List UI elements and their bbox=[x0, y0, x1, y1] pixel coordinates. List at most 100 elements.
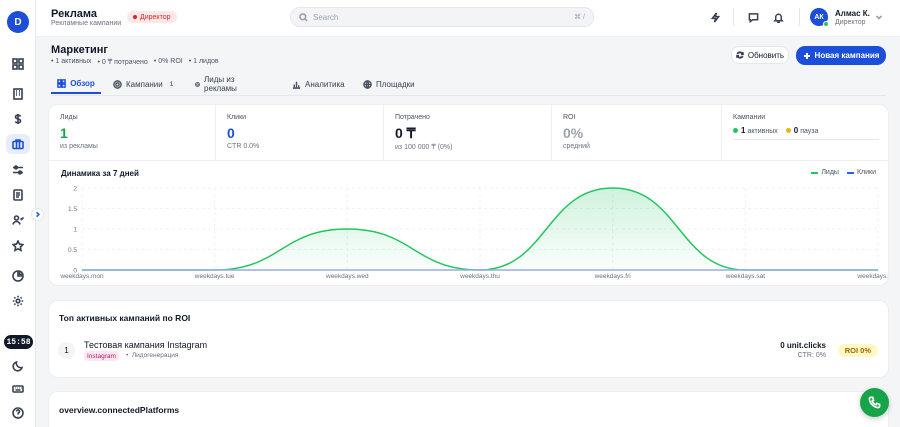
legend-label: Клики bbox=[856, 169, 876, 176]
call-button[interactable] bbox=[860, 388, 889, 417]
summary-stat: • 0% ROI bbox=[153, 58, 183, 65]
search-icon bbox=[299, 13, 308, 22]
kpi-sub: CTR 0.0% bbox=[227, 143, 260, 150]
kpi-sub: из рекламы bbox=[60, 143, 98, 150]
dollar-icon[interactable] bbox=[11, 112, 25, 126]
campaign-clicks: 0 unit.clicks bbox=[780, 341, 826, 350]
app-logo[interactable]: D bbox=[7, 11, 29, 33]
users-icon[interactable] bbox=[11, 213, 25, 227]
active-dot-icon bbox=[733, 128, 738, 133]
campaign-status-summary: 1 активных 0 пауза bbox=[733, 126, 818, 135]
tab-campaigns[interactable]: Кампании 1 bbox=[113, 74, 177, 94]
role-dot-icon bbox=[133, 15, 137, 19]
campaign-status-divider bbox=[733, 139, 879, 140]
x-tick-label: weekdays.mon bbox=[59, 273, 104, 280]
page-title: Маркетинг bbox=[51, 44, 108, 56]
summary-stat: • 1 активных bbox=[51, 58, 92, 65]
app-title: Реклама bbox=[51, 8, 98, 20]
campaign-name[interactable]: Тестовая кампания Instagram bbox=[84, 340, 208, 350]
summary-stat: • 1 лидов bbox=[188, 58, 219, 65]
kpi-label: ROI bbox=[563, 114, 576, 121]
briefcase-icon[interactable] bbox=[6, 134, 30, 154]
refresh-button[interactable]: Обновить bbox=[731, 46, 789, 64]
globe-icon bbox=[363, 79, 372, 89]
avatar[interactable]: АК bbox=[810, 8, 829, 27]
star-icon[interactable] bbox=[11, 239, 25, 253]
x-tick-label: weekdays.fri bbox=[594, 273, 631, 280]
dashboard-icon[interactable] bbox=[11, 57, 25, 71]
roi-badge: ROI 0% bbox=[837, 344, 878, 357]
y-tick-label: 0.5 bbox=[68, 247, 77, 254]
x-tick-label: weekdays.sat bbox=[725, 273, 766, 280]
new-campaign-button[interactable]: Новая кампания bbox=[796, 46, 886, 65]
target-icon bbox=[195, 81, 200, 87]
refresh-icon bbox=[736, 51, 744, 59]
search-input[interactable] bbox=[313, 11, 543, 24]
tab-overview[interactable]: Обзор bbox=[51, 74, 101, 94]
keyboard-icon[interactable] bbox=[11, 382, 25, 396]
lightning-icon[interactable] bbox=[708, 10, 722, 24]
paused-campaigns-status: 0 пауза bbox=[785, 126, 819, 135]
campaign-rank: 1 bbox=[58, 342, 75, 359]
refresh-label: Обновить bbox=[747, 50, 785, 60]
kpi-value: 0 bbox=[227, 125, 235, 141]
x-tick-label: weekdays.thu bbox=[459, 273, 500, 280]
settings-icon[interactable] bbox=[11, 294, 25, 308]
header-divider bbox=[799, 8, 800, 26]
building-icon[interactable] bbox=[11, 87, 25, 101]
pie-chart-icon[interactable] bbox=[11, 269, 25, 283]
top-header: Реклама Рекламные кампании Директор ⌘ / … bbox=[36, 0, 900, 37]
y-tick-label: 1 bbox=[73, 227, 77, 234]
online-status-icon bbox=[823, 21, 829, 27]
campaign-type-label: Лидогенерация bbox=[131, 352, 179, 359]
paused-dot-icon bbox=[785, 128, 791, 133]
chart-legend: Лиды Клики bbox=[811, 169, 876, 176]
kpi-spent: Потрачено 0 ₸ из 100 000 ₸ (0%) bbox=[384, 105, 552, 160]
paused-label: пауза bbox=[800, 128, 819, 135]
search-bar[interactable]: ⌘ / bbox=[290, 7, 594, 27]
bell-icon[interactable] bbox=[771, 10, 785, 24]
search-shortcut: ⌘ / bbox=[574, 14, 585, 21]
legend-item-clicks[interactable]: Клики bbox=[846, 169, 876, 176]
campaign-ctr: CTR: 0% bbox=[797, 352, 826, 359]
kpi-clicks: Клики 0 CTR 0.0% bbox=[216, 105, 384, 160]
active-campaigns-status: 1 активных bbox=[733, 126, 778, 135]
phone-icon bbox=[868, 396, 881, 409]
campaign-type: • Лидогенерация bbox=[126, 352, 179, 359]
legend-item-leads[interactable]: Лиды bbox=[811, 169, 839, 176]
moon-icon[interactable] bbox=[11, 359, 25, 373]
kpi-campaigns: Кампании 1 активных 0 пауза bbox=[722, 105, 888, 160]
chevron-down-icon[interactable] bbox=[875, 13, 883, 21]
connected-platforms-title: overview.connectedPlatforms bbox=[59, 405, 180, 415]
tab-label: Кампании bbox=[126, 79, 163, 89]
tab-label: Обзор bbox=[70, 78, 95, 88]
tab-count-badge: 1 bbox=[166, 80, 177, 88]
kpi-label: Кампании bbox=[733, 114, 766, 121]
new-campaign-label: Новая кампания bbox=[814, 51, 880, 60]
bar-chart-icon bbox=[292, 81, 301, 89]
sliders-icon[interactable] bbox=[11, 163, 25, 177]
role-badge-label: Директор bbox=[140, 13, 171, 21]
tab-platforms[interactable]: Площадки bbox=[363, 74, 415, 94]
top-campaigns-title: Топ активных кампаний по ROI bbox=[59, 313, 191, 323]
chart-title: Динамика за 7 дней bbox=[61, 169, 139, 178]
kpi-value: 0% bbox=[563, 125, 584, 141]
user-name[interactable]: Алмас К. bbox=[835, 9, 870, 18]
y-tick-label: 0 bbox=[73, 268, 77, 275]
x-tick-label: weekdays.wed bbox=[325, 273, 369, 280]
sidebar-collapse-button[interactable] bbox=[31, 208, 44, 221]
tab-label: Аналитика bbox=[305, 79, 345, 89]
clock: 15:58 bbox=[4, 335, 33, 349]
chat-icon[interactable] bbox=[746, 10, 760, 24]
top-campaigns-card: Топ активных кампаний по ROI 1 Тестовая … bbox=[48, 300, 889, 378]
tab-label: Площадки bbox=[376, 79, 415, 89]
tab-analytics[interactable]: Аналитика bbox=[292, 74, 345, 94]
user-role: Директор bbox=[835, 19, 866, 26]
plus-icon bbox=[803, 52, 810, 59]
active-label: активных bbox=[747, 128, 778, 135]
x-tick-label: weekdays.sun bbox=[856, 273, 889, 280]
leads-clicks-chart: 0 0.5 1 1.5 2 weekdays.mon weekdays.tue weekday… bbox=[59, 186, 889, 281]
tab-ad-leads[interactable]: Лиды из рекламы bbox=[195, 74, 241, 94]
document-icon[interactable] bbox=[11, 188, 25, 202]
help-icon[interactable] bbox=[11, 406, 25, 420]
